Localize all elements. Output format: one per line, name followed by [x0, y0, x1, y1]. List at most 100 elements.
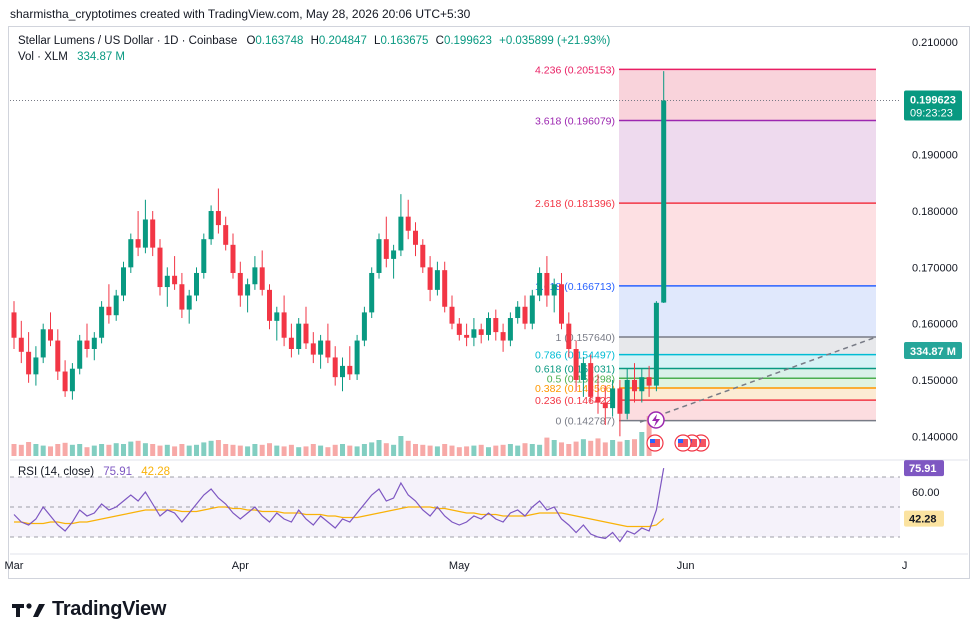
volume-bar [33, 444, 39, 456]
volume-bar [11, 444, 17, 456]
volume-bar [566, 444, 572, 456]
volume-bar [48, 446, 53, 456]
volume-bar [537, 444, 543, 456]
candle-body [624, 379, 630, 414]
fib-level-label: 2.618 (0.181396) [535, 198, 615, 210]
candle-body [537, 272, 543, 296]
volume-value: 334.87 M [77, 51, 126, 63]
candle-body [128, 239, 134, 268]
candle-body [91, 337, 97, 349]
volume-bar [340, 444, 345, 456]
candle-body [361, 312, 367, 341]
high-value: 0.204847 [318, 35, 367, 47]
fib-trend-line [639, 336, 877, 423]
candle-body [500, 332, 506, 341]
chart-frame [8, 26, 970, 579]
price-tick-label: 0.170000 [912, 262, 958, 274]
low-value: 0.163675 [380, 35, 429, 47]
candle-body [471, 329, 477, 338]
candle-body [340, 365, 345, 378]
fib-zone [619, 378, 876, 389]
volume-bar [135, 440, 141, 456]
volume-bar [522, 443, 528, 456]
candle-body [113, 295, 119, 316]
price-axis[interactable]: 0.210000 0.190000 0.180000 0.170000 0.160000… [904, 37, 962, 443]
volume-bar [179, 444, 185, 456]
volume-bar [383, 443, 389, 456]
volume-bar [332, 444, 338, 456]
flag-canton-icon [650, 439, 655, 443]
last-price-value: 0.199623 [910, 95, 956, 107]
candle-body [420, 244, 426, 268]
volume-bar [296, 447, 302, 456]
candle-body [26, 351, 32, 375]
volume-bar [456, 447, 462, 456]
volume-bar [230, 444, 236, 456]
volume-bar [208, 440, 214, 456]
fib-level-label: 1 (0.157640) [555, 332, 615, 344]
candle-body [369, 272, 375, 313]
low-label: L [374, 35, 381, 47]
rsi-line [13, 468, 665, 543]
volume-bar [602, 442, 608, 456]
last-price-tag [904, 90, 962, 121]
volume-bar [281, 446, 287, 456]
rsi-value-tag-label: 75.91 [909, 463, 937, 475]
change-value: +0.035899 (+21.93%) [499, 35, 611, 47]
volume-bar [288, 444, 294, 456]
candle-body [383, 239, 389, 259]
candle-body [332, 357, 338, 378]
rsi-band [10, 477, 900, 537]
volume-bar [40, 445, 46, 456]
rsi-legend: RSI (14, close) 75.91 42.28 [18, 466, 170, 478]
fib-zone [619, 400, 876, 421]
candle-body [646, 377, 652, 386]
volume-bar [500, 444, 506, 456]
volume-bar [318, 445, 324, 456]
rsi-tick-label: 60.00 [912, 487, 940, 499]
volume-bar [157, 445, 163, 456]
candle-body [551, 284, 557, 296]
volume-bar [245, 446, 251, 456]
time-axis[interactable]: Mar Apr May Jun J [5, 553, 968, 572]
attribution: sharmistha_cryptotimes created with Trad… [10, 7, 471, 21]
candle-body [405, 216, 411, 231]
high-label: H [310, 35, 319, 47]
open-label: O [246, 35, 256, 47]
lightning-bolt-icon [652, 414, 660, 427]
candle-body [267, 289, 272, 321]
candle-body [639, 377, 645, 392]
fibonacci-extension[interactable]: 4.236 (0.205153) 3.618 (0.196079) 2.618 (0… [10, 64, 900, 428]
candle-body [150, 219, 156, 248]
volume-bar [471, 445, 477, 456]
candle-body [478, 329, 484, 335]
candle-body [281, 312, 287, 338]
candle-body [142, 219, 148, 248]
candle-body [310, 343, 316, 355]
candle-body [456, 323, 462, 335]
candle-body [55, 340, 61, 372]
volume-bar [142, 443, 148, 456]
candle-body [376, 239, 382, 273]
candle-body [245, 284, 251, 296]
volume-bar [544, 437, 550, 456]
candle-body [18, 337, 24, 352]
close-value: 0.199623 [443, 35, 492, 47]
event-markers[interactable] [646, 411, 710, 452]
volume-bar [413, 444, 418, 456]
rsi-ma-value: 42.28 [141, 466, 171, 478]
volume-bar [223, 444, 229, 456]
volume-bar [559, 442, 564, 456]
fib-zone [619, 388, 876, 401]
candle-body [157, 247, 163, 288]
volume-bar [507, 444, 513, 456]
volume-bar [347, 445, 353, 456]
volume-bar [529, 444, 535, 456]
tradingview-logo[interactable]: TradingView [12, 598, 166, 621]
time-tick-label: Apr [232, 560, 249, 572]
price-tick-label: 0.140000 [912, 431, 958, 443]
time-tick-label: May [449, 560, 470, 572]
tradingview-logo-icon [12, 602, 45, 617]
volume-bar [186, 445, 192, 456]
